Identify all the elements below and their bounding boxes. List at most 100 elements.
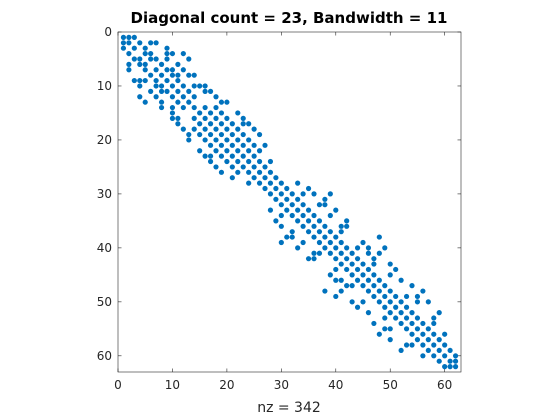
- nonzero-point: [148, 72, 154, 78]
- nonzero-point: [376, 331, 382, 337]
- nonzero-point: [305, 256, 312, 262]
- nonzero-point: [213, 115, 219, 121]
- nonzero-point: [229, 175, 235, 181]
- nonzero-point: [218, 131, 225, 138]
- nonzero-point: [246, 137, 252, 143]
- nonzero-point: [180, 50, 186, 57]
- nonzero-point: [376, 234, 382, 240]
- nonzero-point: [137, 56, 143, 62]
- nonzero-point: [371, 256, 377, 262]
- nonzero-point: [197, 83, 203, 89]
- nonzero-point: [382, 326, 388, 332]
- nonzero-point: [137, 83, 143, 89]
- nonzero-point: [365, 250, 372, 256]
- nonzero-point: [447, 364, 453, 370]
- nonzero-point: [169, 83, 176, 89]
- nonzero-point: [158, 99, 165, 105]
- nonzero-point: [186, 131, 192, 138]
- nonzero-point: [153, 56, 159, 62]
- nonzero-point: [327, 212, 333, 219]
- nonzero-point: [316, 239, 323, 246]
- nonzero-point: [224, 99, 230, 105]
- nonzero-point: [338, 250, 344, 256]
- nonzero-point: [153, 40, 159, 46]
- nonzero-point: [207, 88, 214, 94]
- nonzero-point: [240, 131, 246, 138]
- nonzero-point: [431, 315, 437, 321]
- nonzero-point: [246, 169, 252, 175]
- nonzero-point: [142, 61, 148, 67]
- y-tick-label: 60: [97, 349, 112, 363]
- nonzero-point: [349, 272, 355, 278]
- nonzero-point: [354, 304, 361, 310]
- nonzero-point: [218, 121, 225, 127]
- nonzero-point: [436, 337, 442, 343]
- nonzero-point: [246, 158, 252, 165]
- nonzero-point: [447, 347, 453, 354]
- nonzero-point: [273, 175, 279, 181]
- nonzero-point: [126, 67, 132, 73]
- nonzero-point: [207, 131, 214, 138]
- nonzero-point: [131, 56, 137, 62]
- nonzero-point: [371, 272, 377, 278]
- nonzero-point: [322, 202, 328, 208]
- nonzero-point: [300, 223, 306, 229]
- nonzero-point: [197, 110, 203, 116]
- nonzero-point: [393, 266, 399, 273]
- nonzero-point: [409, 331, 415, 337]
- y-tick-label: 0: [104, 25, 112, 39]
- nonzero-point: [137, 94, 143, 100]
- nonzero-point: [186, 137, 192, 143]
- nonzero-point: [431, 342, 437, 348]
- y-tick-label: 10: [97, 79, 112, 93]
- nonzero-point: [137, 61, 143, 67]
- nonzero-point: [218, 110, 225, 116]
- nonzero-point: [300, 191, 306, 197]
- nonzero-point: [295, 218, 301, 224]
- nonzero-point: [305, 207, 312, 213]
- x-tick-label: 40: [328, 378, 343, 392]
- nonzero-point: [191, 94, 197, 100]
- nonzero-point: [120, 40, 127, 46]
- nonzero-point: [224, 126, 230, 132]
- nonzero-point: [246, 180, 252, 186]
- nonzero-point: [425, 299, 431, 305]
- nonzero-point: [207, 110, 214, 116]
- nonzero-point: [387, 326, 393, 332]
- nonzero-point: [191, 115, 197, 121]
- nonzero-point: [207, 153, 214, 159]
- nonzero-point: [235, 126, 241, 132]
- nonzero-point: [442, 364, 448, 370]
- nonzero-point: [442, 331, 448, 337]
- nonzero-point: [316, 202, 323, 208]
- nonzero-point: [120, 34, 127, 41]
- nonzero-point: [398, 320, 404, 327]
- nonzero-point: [186, 99, 192, 105]
- nonzero-point: [235, 158, 241, 165]
- nonzero-point: [420, 288, 426, 294]
- nonzero-point: [360, 272, 366, 278]
- nonzero-point: [169, 115, 176, 121]
- nonzero-point: [398, 277, 404, 283]
- x-tick-label: 50: [383, 378, 398, 392]
- nonzero-point: [251, 126, 257, 132]
- nonzero-point: [273, 218, 279, 224]
- y-tick-label: 40: [97, 241, 112, 255]
- nonzero-point: [338, 277, 344, 283]
- nonzero-point: [191, 104, 197, 111]
- nonzero-point: [393, 315, 399, 321]
- nonzero-point: [387, 272, 393, 278]
- nonzero-point: [295, 245, 301, 251]
- nonzero-point: [354, 245, 361, 251]
- nonzero-point: [425, 337, 431, 343]
- nonzero-point: [371, 283, 377, 289]
- nonzero-point: [251, 164, 257, 170]
- nonzero-point: [142, 77, 148, 84]
- nonzero-point: [338, 288, 344, 294]
- nonzero-point: [311, 223, 317, 229]
- nonzero-point: [409, 342, 415, 348]
- nonzero-point: [403, 342, 410, 348]
- nonzero-point: [278, 191, 284, 197]
- nonzero-point: [169, 94, 176, 100]
- nonzero-point: [256, 131, 263, 138]
